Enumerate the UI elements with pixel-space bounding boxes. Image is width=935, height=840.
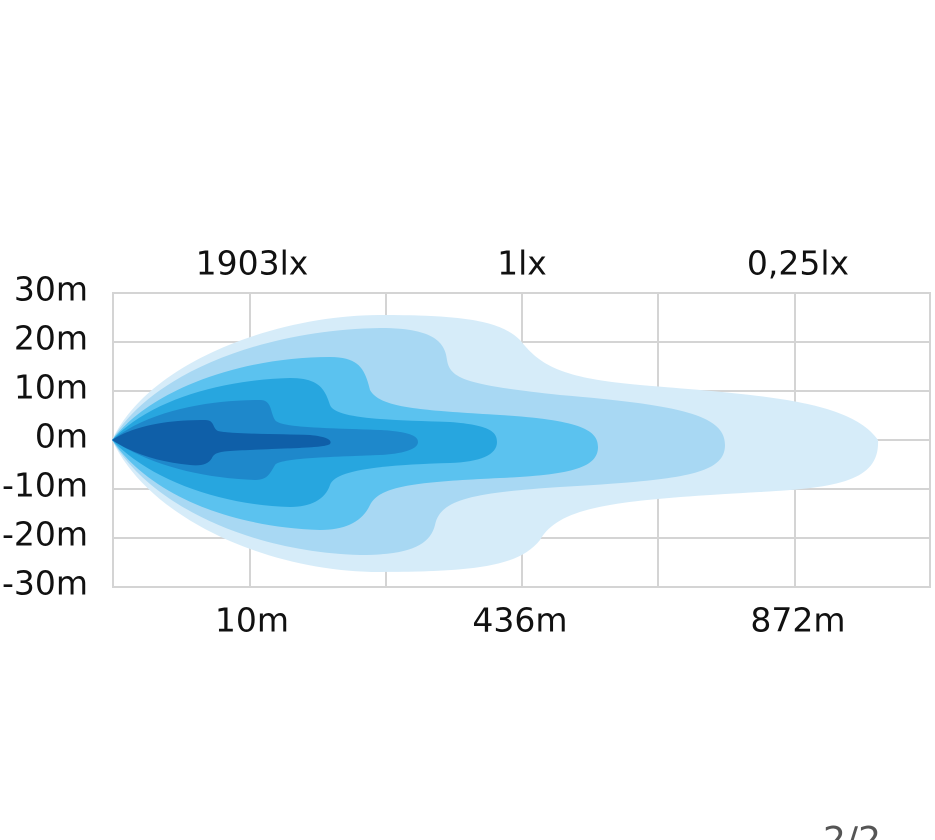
bottom-label: 436m <box>472 601 567 640</box>
page-indicator: 2/2 <box>823 820 881 840</box>
y-label: -20m <box>2 515 88 554</box>
y-label: 30m <box>14 270 88 309</box>
y-label: -30m <box>2 564 88 603</box>
y-labels: 30m 20m 10m 0m -10m -20m -30m <box>2 270 88 603</box>
bottom-label: 10m <box>215 601 289 640</box>
top-label: 0,25lx <box>747 244 849 283</box>
bottom-label: 872m <box>750 601 845 640</box>
beam <box>112 315 879 572</box>
y-label: 10m <box>14 368 88 407</box>
y-label: 20m <box>14 319 88 358</box>
top-label: 1903lx <box>196 244 309 283</box>
top-label: 1lx <box>497 244 547 283</box>
y-label: -10m <box>2 466 88 505</box>
y-label: 0m <box>35 417 88 456</box>
